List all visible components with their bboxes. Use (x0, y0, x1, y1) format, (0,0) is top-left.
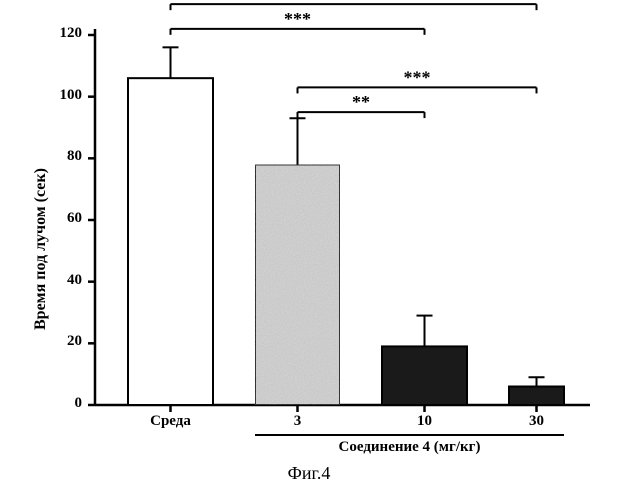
figure-container: Время под лучом (сек) *********** 020406… (0, 0, 618, 500)
bar (509, 387, 564, 406)
x-category-label: 3 (243, 413, 353, 430)
y-tick-label: 40 (0, 272, 82, 289)
bar (382, 346, 467, 405)
x-axis-group-label: Соединение 4 (мг/кг) (255, 439, 564, 456)
y-tick-label: 60 (0, 210, 82, 227)
y-tick-label: 120 (0, 25, 82, 42)
significance-label: *** (284, 9, 311, 29)
x-category-label: Среда (116, 413, 226, 430)
bar (255, 165, 340, 406)
significance-label: *** (404, 67, 431, 87)
y-tick-label: 20 (0, 333, 82, 350)
y-tick-label: 100 (0, 87, 82, 104)
x-category-label: 30 (482, 413, 592, 430)
bar (128, 78, 213, 405)
significance-label: ** (352, 92, 370, 112)
significance-label: *** (340, 0, 367, 4)
x-category-label: 10 (370, 413, 480, 430)
y-tick-label: 0 (0, 395, 82, 412)
figure-caption: Фиг.4 (0, 463, 618, 484)
y-tick-label: 80 (0, 148, 82, 165)
